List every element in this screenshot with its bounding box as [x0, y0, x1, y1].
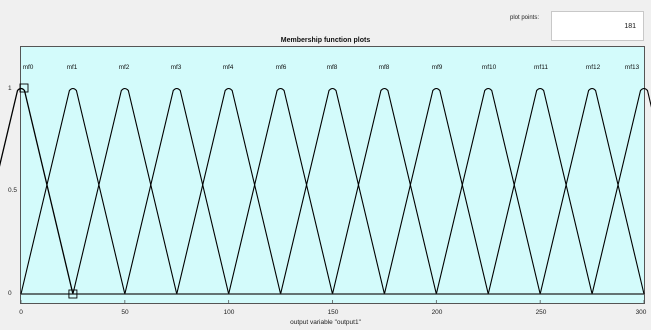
mf-label-9[interactable]: mf10 [481, 64, 497, 71]
mf-label-0[interactable]: mf0 [22, 64, 34, 71]
y-tick-0: 0 [8, 290, 12, 297]
membership-function-mf8[interactable] [331, 87, 437, 295]
x-tick-300: 300 [635, 309, 647, 316]
x-tick-150: 150 [327, 309, 339, 316]
mf-label-1[interactable]: mf1 [66, 64, 78, 71]
membership-function-mf9[interactable] [383, 87, 489, 295]
x-tick-50: 50 [121, 309, 129, 316]
x-tick-100: 100 [223, 309, 235, 316]
x-tick-0: 0 [19, 309, 23, 316]
y-tick-1: 1 [8, 85, 12, 92]
plot-title: Membership function plots [280, 37, 371, 44]
selection-handle-top[interactable] [19, 83, 29, 93]
membership-function-mf4[interactable] [176, 87, 282, 295]
x-axis-label: output variable "output1" [290, 319, 361, 326]
x-tick-200: 200 [431, 309, 443, 316]
membership-function-mf6[interactable] [228, 87, 334, 295]
membership-function-mf3[interactable] [124, 87, 230, 295]
mf-label-6[interactable]: mf8 [326, 64, 338, 71]
mf-label-3[interactable]: mf3 [170, 64, 182, 71]
mf-label-7[interactable]: mf8 [378, 64, 390, 71]
membership-function-mf0[interactable] [0, 87, 74, 295]
x-tick-250: 250 [535, 309, 547, 316]
membership-function-mf8[interactable] [280, 87, 385, 295]
selection-handle-bottom[interactable] [68, 289, 78, 299]
membership-function-mf12[interactable] [539, 87, 645, 295]
plot-points-label: plot points: [510, 15, 540, 21]
mf-label-5[interactable]: mf6 [275, 64, 287, 71]
mf-label-11[interactable]: mf12 [585, 64, 601, 71]
mf-label-8[interactable]: mf9 [431, 64, 443, 71]
membership-function-mf1[interactable] [20, 87, 126, 295]
plot-points-input[interactable]: 181 [551, 11, 644, 41]
membership-function-mf13[interactable] [591, 87, 651, 295]
mf-label-4[interactable]: mf4 [222, 64, 234, 71]
membership-function-mf2[interactable] [72, 87, 178, 295]
mf-label-10[interactable]: mf11 [534, 64, 548, 71]
mf-label-2[interactable]: mf2 [118, 64, 130, 71]
mf-label-12[interactable]: mf13 [624, 64, 640, 71]
membership-function-mf10[interactable] [435, 87, 541, 295]
y-tick-0-5: 0.5 [8, 187, 18, 194]
membership-function-mf11[interactable] [487, 87, 593, 295]
